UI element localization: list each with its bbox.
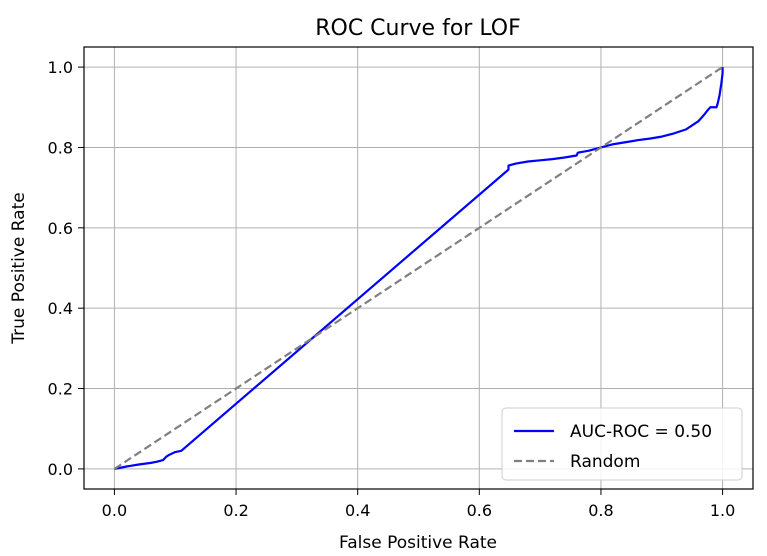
- x-tick-label: 0.8: [588, 501, 613, 520]
- x-tick-label: 0.2: [223, 501, 248, 520]
- plot-area-frame: [83, 46, 754, 490]
- x-axis-label: False Positive Rate: [339, 533, 497, 553]
- y-tick-label: 1.0: [48, 58, 73, 77]
- x-tick-label: 0.6: [467, 501, 492, 520]
- chart-title: ROC Curve for LOF: [315, 16, 521, 41]
- axis-ticks: 0.0 0.2 0.4 0.6 0.8 1.0 0.0 0.2 0.4 0.6 0.8 1.0: [48, 58, 736, 520]
- legend: AUC-ROC = 0.50 Random: [501, 407, 743, 481]
- x-tick-label: 1.0: [710, 501, 735, 520]
- series-layer: [113, 66, 724, 470]
- roc-curve-line: [114, 67, 724, 470]
- random-baseline-line: [113, 66, 724, 470]
- y-tick-label: 0.2: [48, 380, 73, 399]
- legend-label-random: Random: [570, 452, 640, 472]
- y-tick-label: 0.6: [48, 219, 73, 238]
- grid-lines: [84, 47, 753, 489]
- legend-label-auc: AUC-ROC = 0.50: [570, 422, 712, 442]
- y-axis-label: True Positive Rate: [9, 192, 29, 344]
- legend-box: [501, 407, 743, 481]
- y-tick-label: 0.0: [48, 460, 73, 479]
- x-tick-label: 0.4: [345, 501, 370, 520]
- x-tick-label: 0.0: [102, 501, 127, 520]
- y-tick-label: 0.4: [48, 299, 73, 318]
- y-tick-label: 0.8: [48, 138, 73, 157]
